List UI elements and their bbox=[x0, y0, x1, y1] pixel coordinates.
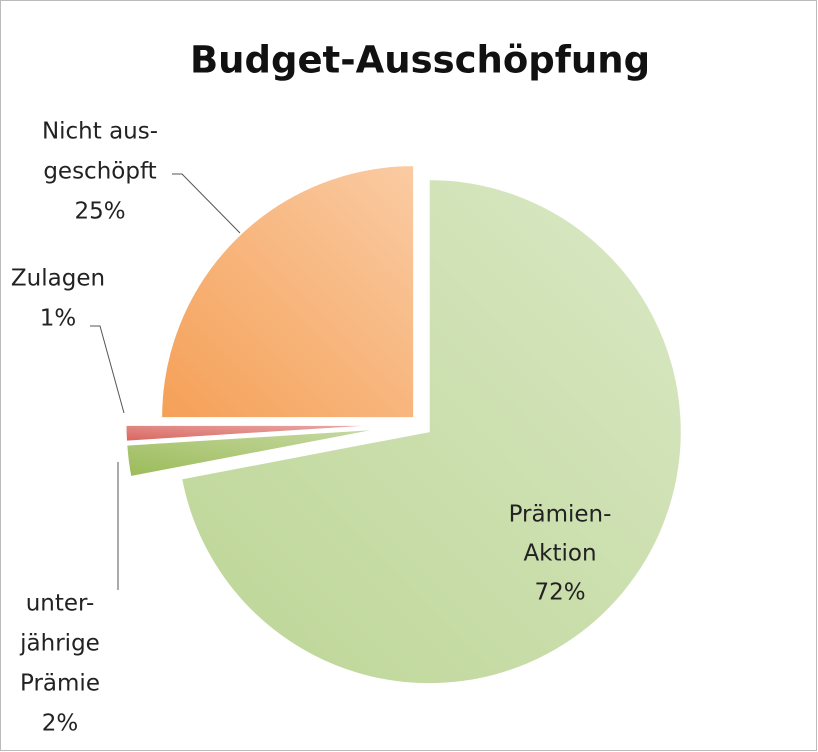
slice-value-label: 25% bbox=[74, 199, 125, 225]
slice-label: Nicht aus- bbox=[42, 119, 158, 145]
pie-slice bbox=[125, 424, 379, 442]
slice-label: Prämie bbox=[20, 671, 100, 697]
slice-value-label: 72% bbox=[534, 580, 585, 606]
slice-value-label: 1% bbox=[40, 306, 77, 332]
slice-label: Zulagen bbox=[11, 266, 105, 292]
leader-line bbox=[172, 173, 241, 234]
pie-slice bbox=[126, 428, 379, 478]
pie-slice bbox=[161, 165, 415, 419]
slice-label: unter- bbox=[26, 591, 95, 617]
slice-label: geschöpft bbox=[43, 159, 156, 185]
pie-slice bbox=[181, 179, 682, 685]
slice-label: jährige bbox=[19, 631, 100, 657]
leader-line bbox=[90, 325, 125, 414]
slice-label: Prämien- bbox=[509, 502, 612, 528]
slice-label: Aktion bbox=[523, 541, 596, 567]
chart-title: Budget-Ausschöpfung bbox=[190, 39, 650, 82]
slice-value-label: 2% bbox=[42, 711, 79, 737]
